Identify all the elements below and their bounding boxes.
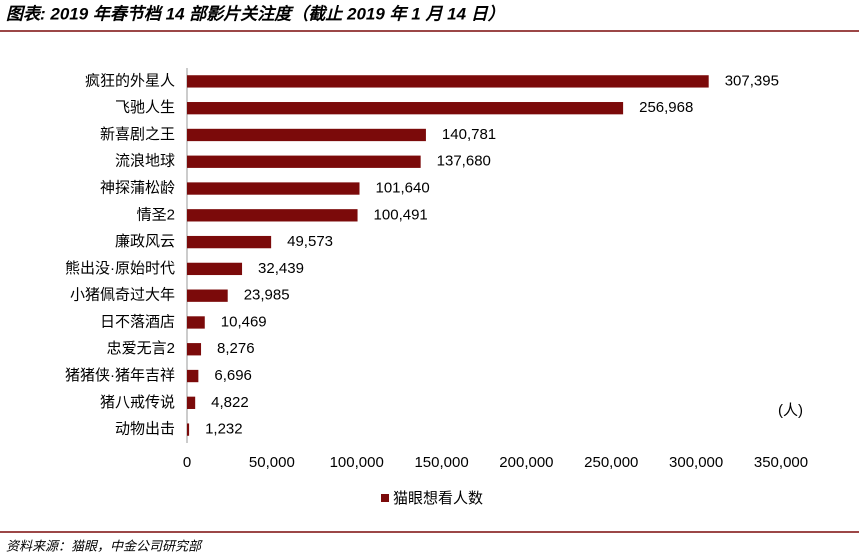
bar bbox=[187, 128, 426, 142]
bar bbox=[187, 235, 272, 249]
x-tick-label: 300,000 bbox=[669, 454, 723, 471]
y-tick-label: 日不落酒店 bbox=[100, 313, 175, 330]
value-label: 4,822 bbox=[211, 394, 249, 411]
bar bbox=[187, 75, 709, 88]
value-label: 137,680 bbox=[437, 153, 491, 170]
legend-swatch bbox=[381, 494, 389, 502]
source: 资料来源：猫眼，中金公司研究部 bbox=[6, 538, 203, 553]
bar bbox=[187, 316, 205, 329]
value-label: 49,573 bbox=[287, 233, 333, 250]
y-tick-label: 流浪地球 bbox=[115, 153, 175, 170]
value-label: 101,640 bbox=[375, 180, 429, 197]
y-tick-label: 疯狂的外星人 bbox=[85, 72, 175, 89]
legend-label: 猫眼想看人数 bbox=[393, 490, 483, 507]
bar bbox=[187, 182, 360, 195]
bar bbox=[187, 396, 196, 409]
y-tick-label: 小猪佩奇过大年 bbox=[70, 287, 175, 304]
y-tick-label: 新喜剧之王 bbox=[100, 126, 175, 143]
value-label: 256,968 bbox=[639, 99, 693, 116]
chart-title: 图表: 2019 年春节档 14 部影片关注度（截止 2019 年 1 月 14… bbox=[6, 4, 505, 23]
x-tick-label: 150,000 bbox=[414, 454, 468, 471]
bar bbox=[187, 155, 421, 168]
value-label: 8,276 bbox=[217, 340, 255, 357]
bar bbox=[187, 209, 358, 222]
y-tick-label: 忠爱无言2 bbox=[107, 340, 175, 357]
x-tick-label: 200,000 bbox=[499, 454, 553, 471]
value-label: 6,696 bbox=[214, 367, 252, 384]
bar bbox=[187, 423, 190, 436]
x-tick-label: 0 bbox=[183, 454, 191, 471]
y-tick-label: 熊出没·原始时代 bbox=[65, 260, 175, 277]
bar bbox=[187, 289, 228, 302]
value-label: 307,395 bbox=[725, 72, 779, 89]
value-label: 23,985 bbox=[244, 287, 290, 304]
value-label: 10,469 bbox=[221, 313, 267, 330]
value-label: 100,491 bbox=[374, 206, 428, 223]
y-tick-label: 猪猪侠·猪年吉祥 bbox=[65, 367, 175, 384]
bar bbox=[187, 262, 243, 276]
x-tick-label: 50,000 bbox=[249, 454, 295, 471]
value-label: 140,781 bbox=[442, 126, 496, 143]
bar bbox=[187, 369, 199, 383]
x-tick-label: 100,000 bbox=[330, 454, 384, 471]
y-tick-label: 飞驰人生 bbox=[115, 99, 175, 116]
value-label: 1,232 bbox=[205, 421, 243, 438]
bar bbox=[187, 343, 202, 356]
y-tick-label: 情圣2 bbox=[137, 206, 175, 223]
y-tick-label: 神探蒲松龄 bbox=[100, 180, 175, 197]
x-tick-label: 350,000 bbox=[754, 454, 808, 471]
value-label: 32,439 bbox=[258, 260, 304, 277]
y-tick-label: 猪八戒传说 bbox=[100, 394, 175, 411]
bar bbox=[187, 102, 624, 115]
y-tick-label: 动物出击 bbox=[115, 421, 175, 438]
unit-label: (人) bbox=[778, 402, 803, 419]
x-tick-label: 250,000 bbox=[584, 454, 638, 471]
y-tick-label: 廉政风云 bbox=[115, 233, 175, 250]
